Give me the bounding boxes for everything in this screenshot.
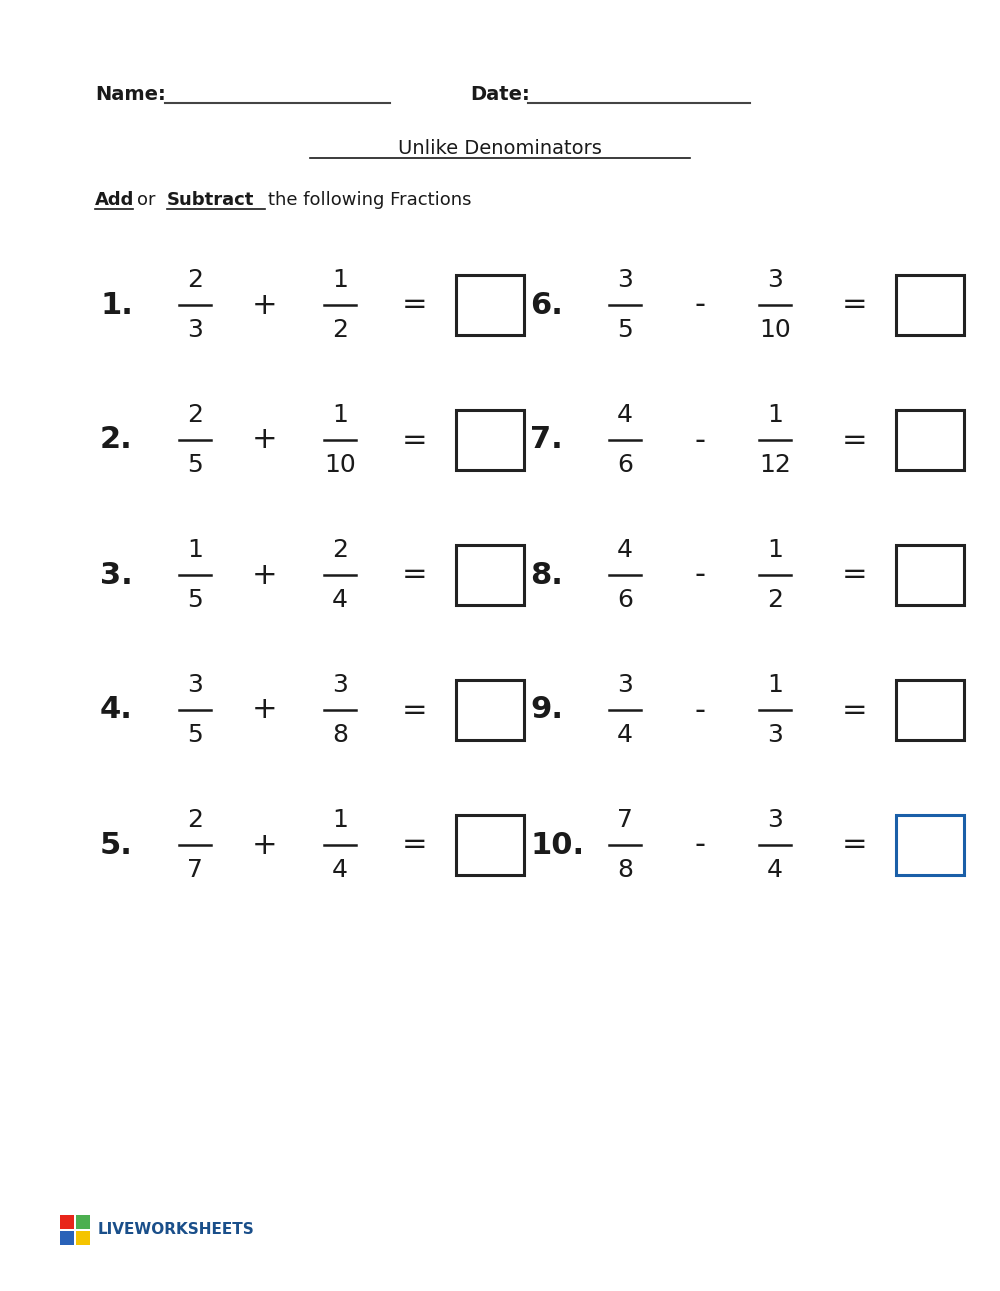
Text: 6: 6 <box>617 453 633 476</box>
Text: 1: 1 <box>332 808 348 831</box>
Text: =: = <box>842 290 868 319</box>
Bar <box>456 815 524 875</box>
Text: 2: 2 <box>187 808 203 831</box>
Text: 6: 6 <box>617 587 633 612</box>
Text: 3: 3 <box>617 269 633 292</box>
Text: or: or <box>137 191 156 209</box>
Bar <box>896 680 964 740</box>
Text: 3: 3 <box>617 673 633 697</box>
Text: 5: 5 <box>617 318 633 342</box>
Text: 9.: 9. <box>530 696 563 724</box>
Bar <box>456 411 524 470</box>
Text: +: + <box>252 830 278 860</box>
Text: -: - <box>694 560 706 590</box>
Text: 1: 1 <box>332 269 348 292</box>
Text: 8: 8 <box>332 723 348 747</box>
Text: 8: 8 <box>617 859 633 882</box>
Text: +: + <box>252 696 278 724</box>
Bar <box>896 275 964 334</box>
Text: 4: 4 <box>617 403 633 427</box>
Text: Add: Add <box>95 191 134 209</box>
Text: +: + <box>252 426 278 454</box>
Bar <box>76 1232 90 1245</box>
Text: 6.: 6. <box>530 290 563 319</box>
Text: +: + <box>252 290 278 319</box>
Text: 5: 5 <box>187 723 203 747</box>
Text: 1: 1 <box>332 403 348 427</box>
Bar <box>896 411 964 470</box>
Text: 2.: 2. <box>100 426 133 454</box>
Text: Name:: Name: <box>95 85 166 105</box>
Text: 2: 2 <box>187 269 203 292</box>
Text: 4: 4 <box>617 723 633 747</box>
Text: 3: 3 <box>187 673 203 697</box>
Text: 5.: 5. <box>100 830 133 860</box>
Bar <box>60 1215 74 1229</box>
Text: 2: 2 <box>332 318 348 342</box>
Text: 5: 5 <box>187 453 203 476</box>
Text: 7.: 7. <box>530 426 563 454</box>
Text: =: = <box>842 560 868 590</box>
Text: 10.: 10. <box>530 830 584 860</box>
Text: -: - <box>694 290 706 319</box>
Text: Unlike Denominators: Unlike Denominators <box>398 138 602 158</box>
Text: -: - <box>694 696 706 724</box>
Bar <box>896 815 964 875</box>
Text: -: - <box>694 426 706 454</box>
Text: 3: 3 <box>187 318 203 342</box>
Text: 8.: 8. <box>530 560 563 590</box>
Bar <box>456 680 524 740</box>
Text: -: - <box>694 830 706 860</box>
Text: Date:: Date: <box>470 85 530 105</box>
Text: 4.: 4. <box>100 696 133 724</box>
Bar <box>456 545 524 605</box>
Text: =: = <box>842 696 868 724</box>
Text: =: = <box>402 830 428 860</box>
Text: =: = <box>842 426 868 454</box>
Text: 3.: 3. <box>100 560 133 590</box>
Text: the following Fractions: the following Fractions <box>268 191 472 209</box>
Text: 1: 1 <box>767 673 783 697</box>
Text: =: = <box>402 560 428 590</box>
Text: =: = <box>402 426 428 454</box>
Text: 3: 3 <box>767 723 783 747</box>
Text: 1: 1 <box>767 403 783 427</box>
Text: =: = <box>842 830 868 860</box>
Bar <box>76 1215 90 1229</box>
Text: =: = <box>402 290 428 319</box>
Text: 4: 4 <box>767 859 783 882</box>
Text: 3: 3 <box>767 808 783 831</box>
Text: 1.: 1. <box>100 290 133 319</box>
Text: 5: 5 <box>187 587 203 612</box>
Text: 7: 7 <box>187 859 203 882</box>
Text: +: + <box>252 560 278 590</box>
Text: 4: 4 <box>332 587 348 612</box>
Text: 3: 3 <box>767 269 783 292</box>
Text: 4: 4 <box>332 859 348 882</box>
Text: 12: 12 <box>759 453 791 476</box>
Bar <box>896 545 964 605</box>
Text: 1: 1 <box>187 538 203 562</box>
Text: 10: 10 <box>759 318 791 342</box>
Text: =: = <box>402 696 428 724</box>
Text: 4: 4 <box>617 538 633 562</box>
Bar <box>456 275 524 334</box>
Text: 3: 3 <box>332 673 348 697</box>
Text: 2: 2 <box>767 587 783 612</box>
Text: 7: 7 <box>617 808 633 831</box>
Text: 2: 2 <box>332 538 348 562</box>
Text: Subtract: Subtract <box>167 191 254 209</box>
Text: 1: 1 <box>767 538 783 562</box>
Text: 10: 10 <box>324 453 356 476</box>
Bar <box>60 1232 74 1245</box>
Text: 2: 2 <box>187 403 203 427</box>
Text: LIVEWORKSHEETS: LIVEWORKSHEETS <box>98 1223 255 1238</box>
